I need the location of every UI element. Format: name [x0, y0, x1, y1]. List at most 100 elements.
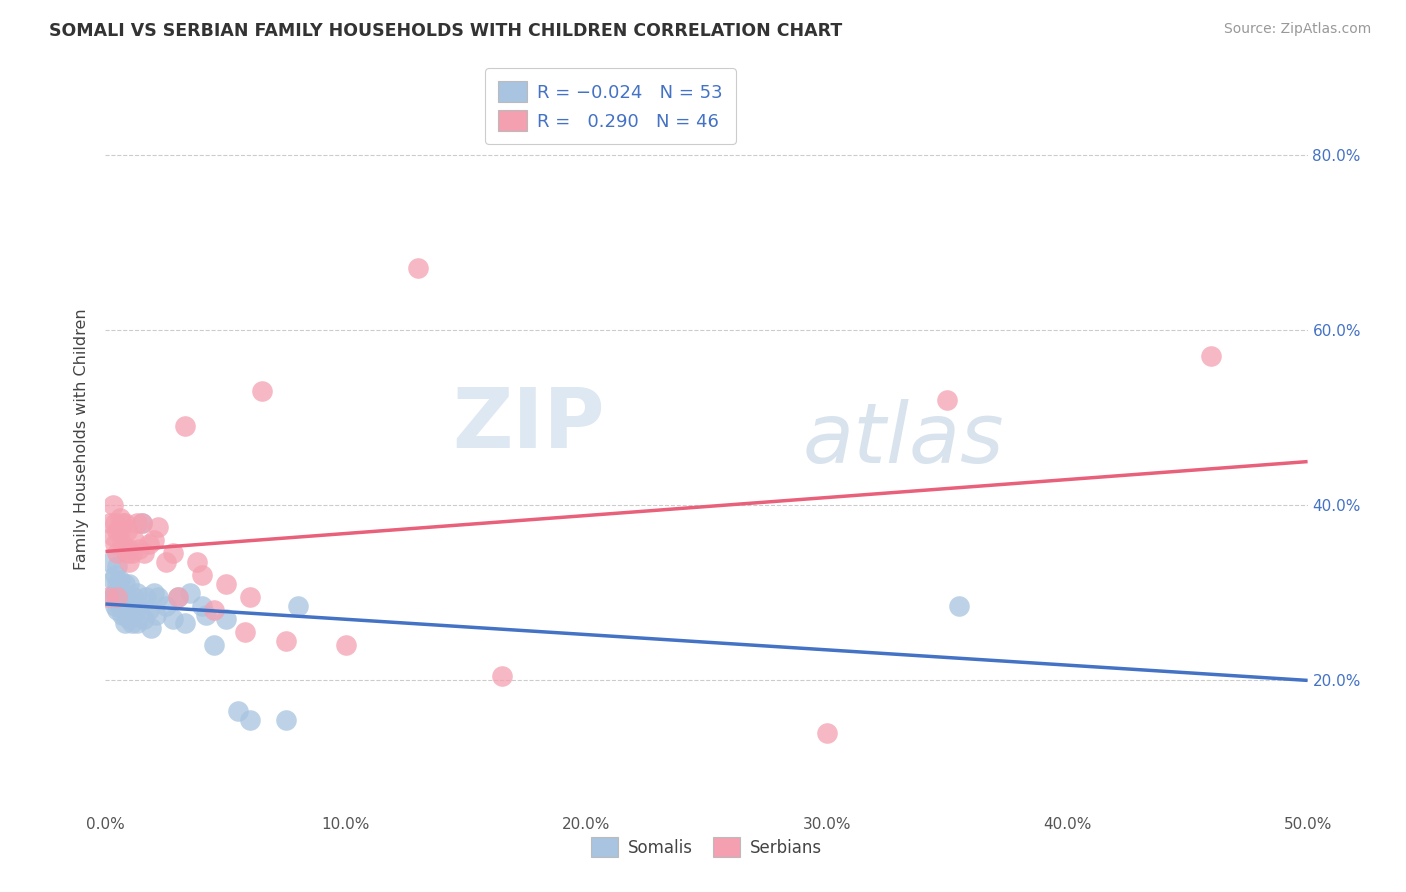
Point — [101, 498, 124, 512]
Point — [132, 546, 155, 560]
Point — [115, 524, 138, 539]
Point — [115, 590, 138, 604]
Point — [138, 603, 160, 617]
Y-axis label: Family Households with Children: Family Households with Children — [75, 309, 90, 570]
Point — [190, 599, 212, 613]
Point — [287, 599, 309, 613]
Point — [107, 546, 129, 560]
Point — [148, 520, 170, 534]
Point — [118, 577, 141, 591]
Point — [179, 585, 201, 599]
Point — [104, 537, 127, 551]
Point — [145, 607, 167, 622]
Point — [148, 590, 170, 604]
Point — [104, 516, 127, 530]
Point — [131, 516, 153, 530]
Point — [111, 537, 134, 551]
Point — [125, 516, 148, 530]
Point — [108, 524, 131, 539]
Point — [166, 590, 188, 604]
Point — [111, 590, 134, 604]
Point — [948, 599, 970, 613]
Point — [233, 625, 256, 640]
Point — [250, 384, 273, 398]
Point — [142, 533, 165, 547]
Point — [214, 612, 236, 626]
Point — [114, 599, 136, 613]
Point — [132, 612, 155, 626]
Point — [104, 585, 127, 599]
Point — [108, 573, 131, 587]
Text: ZIP: ZIP — [451, 384, 605, 465]
Point — [108, 585, 131, 599]
Point — [107, 559, 129, 574]
Point — [114, 541, 136, 556]
Point — [111, 607, 134, 622]
Point — [108, 599, 131, 613]
Point — [155, 599, 177, 613]
Point — [114, 577, 136, 591]
Point — [239, 590, 262, 604]
Point — [114, 616, 136, 631]
Point — [202, 638, 225, 652]
Point — [108, 511, 131, 525]
Point — [138, 537, 160, 551]
Text: Source: ZipAtlas.com: Source: ZipAtlas.com — [1223, 22, 1371, 37]
Point — [107, 603, 129, 617]
Point — [124, 590, 146, 604]
Point — [162, 546, 184, 560]
Point — [107, 577, 129, 591]
Point — [155, 555, 177, 569]
Point — [195, 607, 218, 622]
Point — [124, 533, 146, 547]
Point — [97, 590, 120, 604]
Point — [118, 541, 141, 556]
Point — [214, 577, 236, 591]
Point — [114, 516, 136, 530]
Point — [118, 612, 141, 626]
Point — [202, 603, 225, 617]
Point — [121, 616, 143, 631]
Point — [274, 713, 297, 727]
Text: SOMALI VS SERBIAN FAMILY HOUSEHOLDS WITH CHILDREN CORRELATION CHART: SOMALI VS SERBIAN FAMILY HOUSEHOLDS WITH… — [49, 22, 842, 40]
Point — [239, 713, 262, 727]
Point — [111, 516, 134, 530]
Point — [111, 585, 134, 599]
Point — [115, 607, 138, 622]
Point — [162, 612, 184, 626]
Point — [128, 541, 150, 556]
Point — [121, 603, 143, 617]
Point — [186, 555, 208, 569]
Point — [166, 590, 188, 604]
Point — [104, 568, 127, 582]
Point — [226, 704, 249, 718]
Point — [815, 726, 838, 740]
Point — [131, 516, 153, 530]
Point — [125, 585, 148, 599]
Point — [98, 516, 121, 530]
Point — [107, 590, 129, 604]
Point — [104, 599, 127, 613]
Text: atlas: atlas — [803, 399, 1004, 480]
Point — [190, 568, 212, 582]
Point — [491, 669, 513, 683]
Point — [936, 392, 959, 407]
Point — [173, 419, 195, 434]
Point — [135, 590, 157, 604]
Point — [118, 599, 141, 613]
Point — [173, 616, 195, 631]
Point — [118, 555, 141, 569]
Point — [128, 599, 150, 613]
Point — [101, 590, 124, 604]
Point — [115, 546, 138, 560]
Point — [121, 546, 143, 560]
Point — [98, 555, 121, 569]
Point — [101, 529, 124, 543]
Point — [107, 590, 129, 604]
Legend: Somalis, Serbians: Somalis, Serbians — [581, 828, 832, 867]
Point — [107, 524, 129, 539]
Point — [274, 633, 297, 648]
Point — [125, 616, 148, 631]
Point — [124, 607, 146, 622]
Point — [406, 261, 429, 276]
